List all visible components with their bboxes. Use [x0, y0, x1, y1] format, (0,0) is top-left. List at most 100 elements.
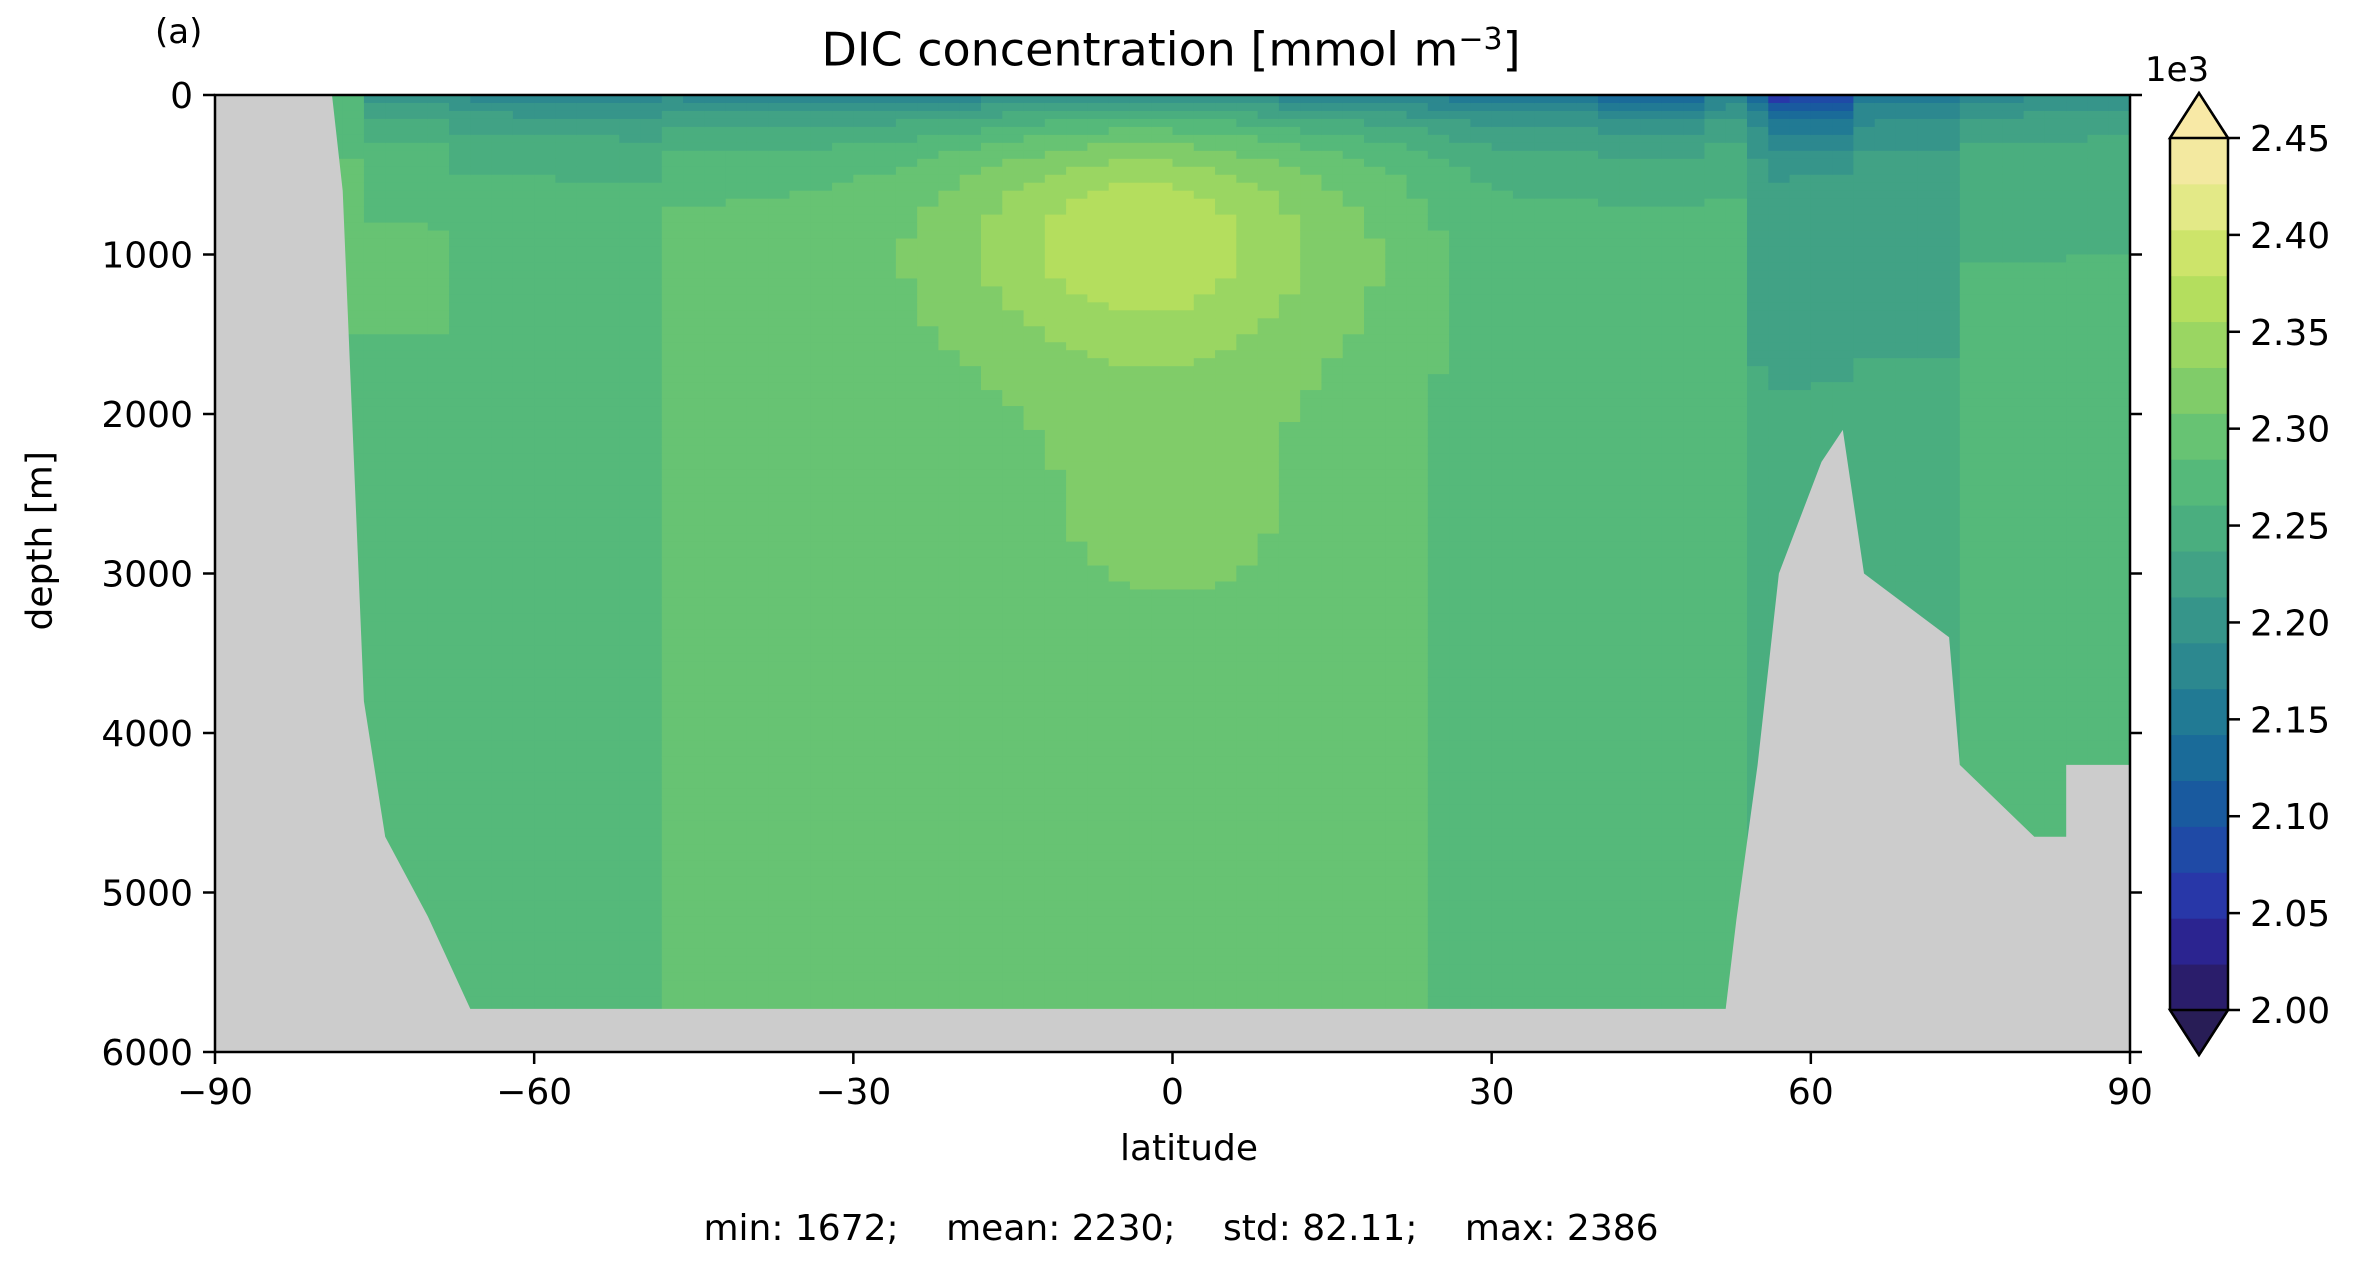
heatmap-cell: [406, 390, 429, 399]
heatmap-cell: [959, 701, 982, 710]
heatmap-cell: [1002, 190, 1025, 200]
heatmap-cell: [704, 804, 727, 814]
heatmap-cell: [1023, 477, 1046, 487]
heatmap-cell: [789, 868, 812, 878]
heatmap-cell: [1002, 270, 1025, 280]
heatmap-cell: [619, 254, 642, 264]
heatmap-cell: [874, 278, 897, 287]
heatmap-cell: [725, 150, 748, 160]
heatmap-cell: [1066, 637, 1088, 646]
heatmap-cell: [661, 246, 684, 256]
heatmap-cell: [895, 557, 918, 567]
heatmap-cell: [938, 701, 961, 710]
heatmap-cell: [491, 589, 514, 599]
heatmap-cell: [1023, 677, 1046, 686]
heatmap-cell: [746, 605, 769, 614]
heatmap-cell: [534, 597, 557, 606]
heatmap-cell: [470, 95, 493, 104]
heatmap-cell: [470, 437, 493, 447]
heatmap-cell: [768, 748, 791, 758]
heatmap-cell: [725, 852, 748, 862]
heatmap-cell: [555, 844, 578, 854]
heatmap-cell: [1066, 182, 1088, 192]
heatmap-cell: [385, 278, 408, 287]
heatmap-cell: [598, 254, 620, 264]
heatmap-cell: [342, 110, 365, 120]
heatmap-cell: [576, 669, 599, 678]
heatmap-cell: [640, 230, 663, 240]
heatmap-cell: [470, 613, 493, 622]
heatmap-cell: [385, 725, 408, 734]
heatmap-cell: [555, 278, 578, 287]
heatmap-cell: [917, 932, 940, 941]
heatmap-cell: [661, 964, 684, 973]
heatmap-cell: [385, 788, 408, 798]
heatmap-cell: [981, 804, 1003, 814]
heatmap-cell: [619, 796, 642, 806]
heatmap-cell: [746, 908, 769, 918]
heatmap-cell: [1023, 645, 1046, 654]
heatmap-cell: [832, 733, 854, 742]
heatmap-cell: [512, 318, 535, 327]
heatmap-cell: [470, 382, 493, 391]
heatmap-cell: [1087, 334, 1110, 343]
heatmap-cell: [832, 421, 854, 431]
heatmap-cell: [832, 804, 854, 814]
heatmap-cell: [725, 820, 748, 830]
heatmap-cell: [683, 254, 705, 264]
heatmap-cell: [959, 836, 982, 846]
heatmap-cell: [768, 725, 791, 734]
heatmap-cell: [1066, 477, 1088, 487]
heatmap-cell: [1066, 134, 1088, 144]
heatmap-cell: [938, 182, 961, 192]
heatmap-cell: [895, 350, 918, 359]
heatmap-cell: [746, 222, 769, 232]
heatmap-cell: [598, 764, 620, 774]
heatmap-cell: [512, 342, 535, 351]
heatmap-cell: [1023, 222, 1046, 232]
heatmap-cell: [576, 150, 599, 160]
heatmap-cell: [789, 1004, 812, 1013]
heatmap-cell: [683, 740, 705, 750]
heatmap-cell: [981, 118, 1003, 128]
heatmap-cell: [746, 677, 769, 686]
heatmap-cell: [683, 932, 705, 941]
heatmap-cell: [917, 134, 940, 144]
heatmap-cell: [874, 102, 897, 112]
heatmap-cell: [959, 461, 982, 471]
heatmap-cell: [725, 198, 748, 208]
heatmap-cell: [959, 302, 982, 311]
heatmap-cell: [619, 988, 642, 997]
heatmap-cell: [683, 629, 705, 638]
heatmap-cell: [342, 398, 365, 407]
heatmap-cell: [1044, 461, 1067, 471]
heatmap-cell: [683, 653, 705, 662]
heatmap-cell: [1044, 932, 1067, 941]
heatmap-cell: [640, 804, 663, 814]
heatmap-cell: [661, 900, 684, 910]
heatmap-cell: [917, 230, 940, 240]
heatmap-cell: [1002, 278, 1025, 287]
heatmap-cell: [853, 134, 876, 144]
heatmap-cell: [746, 764, 769, 774]
heatmap-cell: [810, 469, 833, 479]
heatmap-cell: [1023, 972, 1046, 981]
heatmap-cell: [853, 669, 876, 678]
heatmap-cell: [1023, 390, 1046, 399]
heatmap-cell: [1002, 581, 1025, 591]
heatmap-cell: [832, 326, 854, 335]
heatmap-cell: [640, 884, 663, 894]
heatmap-cell: [832, 262, 854, 272]
heatmap-cell: [1002, 414, 1025, 423]
heatmap-cell: [1002, 294, 1025, 303]
heatmap-cell: [534, 533, 557, 543]
heatmap-cell: [704, 661, 727, 670]
heatmap-cell: [832, 589, 854, 599]
heatmap-cell: [619, 134, 642, 144]
heatmap-cell: [704, 653, 727, 662]
heatmap-cell: [385, 134, 408, 144]
heatmap-cell: [768, 956, 791, 965]
heatmap-cell: [576, 493, 599, 503]
heatmap-cell: [640, 725, 663, 734]
heatmap-cell: [449, 717, 471, 726]
